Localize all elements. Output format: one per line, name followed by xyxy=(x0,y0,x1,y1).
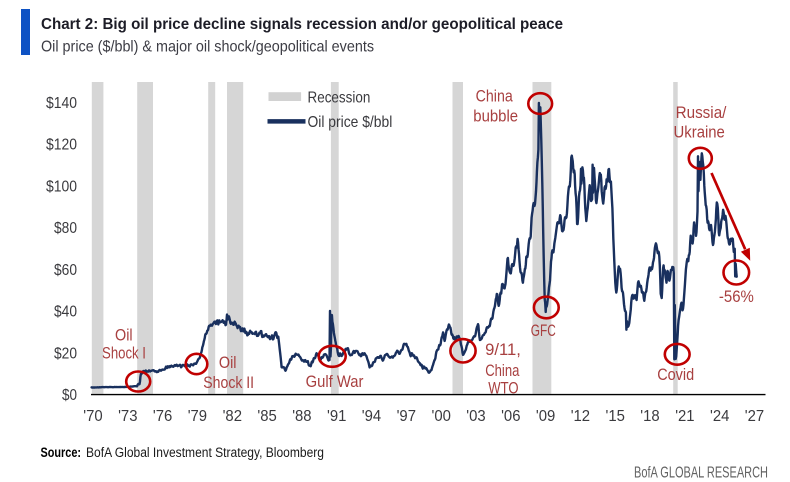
svg-text:Gulf War: Gulf War xyxy=(306,372,364,391)
svg-text:Ukraine: Ukraine xyxy=(674,122,725,141)
svg-text:'94: '94 xyxy=(362,408,381,425)
svg-text:'18: '18 xyxy=(640,408,659,425)
svg-text:'24: '24 xyxy=(710,408,729,425)
svg-text:Russia/: Russia/ xyxy=(676,103,727,122)
svg-text:$0: $0 xyxy=(62,387,77,404)
svg-text:'12: '12 xyxy=(571,408,590,425)
svg-text:-56%: -56% xyxy=(719,287,754,306)
svg-text:'79: '79 xyxy=(188,408,207,425)
svg-text:$20: $20 xyxy=(54,345,77,362)
svg-text:Recession: Recession xyxy=(308,89,371,106)
svg-text:$60: $60 xyxy=(54,262,77,279)
svg-text:'00: '00 xyxy=(432,408,451,425)
svg-text:$80: $80 xyxy=(54,220,77,237)
svg-text:'73: '73 xyxy=(118,408,137,425)
svg-text:Oil: Oil xyxy=(115,326,133,345)
svg-text:China: China xyxy=(485,361,520,380)
svg-text:Covid: Covid xyxy=(657,365,694,384)
svg-text:'70: '70 xyxy=(83,408,102,425)
svg-text:Chart 2: Big oil price decline: Chart 2: Big oil price decline signals r… xyxy=(41,16,563,33)
svg-text:9/11,: 9/11, xyxy=(485,340,521,359)
svg-text:'06: '06 xyxy=(501,408,520,425)
svg-text:'09: '09 xyxy=(536,408,555,425)
svg-text:Source:BofA Global Investment: Source: BofA Global Investment Strategy, … xyxy=(41,445,325,460)
svg-text:$140: $140 xyxy=(46,95,77,112)
svg-text:'88: '88 xyxy=(292,408,311,425)
svg-text:'03: '03 xyxy=(466,408,485,425)
svg-text:'76: '76 xyxy=(153,408,172,425)
svg-text:'15: '15 xyxy=(606,408,625,425)
svg-text:$100: $100 xyxy=(46,178,77,195)
svg-text:Shock I: Shock I xyxy=(102,344,146,363)
svg-text:BofA GLOBAL RESEARCH: BofA GLOBAL RESEARCH xyxy=(634,464,768,481)
svg-text:'85: '85 xyxy=(257,408,276,425)
svg-text:'82: '82 xyxy=(223,408,242,425)
svg-text:'91: '91 xyxy=(327,408,346,425)
svg-text:$40: $40 xyxy=(54,304,77,321)
svg-text:Shock II: Shock II xyxy=(203,373,254,392)
svg-text:GFC: GFC xyxy=(531,321,556,340)
svg-text:China: China xyxy=(476,87,514,106)
svg-text:Oil price $/bbl: Oil price $/bbl xyxy=(308,114,393,131)
svg-text:'27: '27 xyxy=(745,408,764,425)
svg-text:WTO: WTO xyxy=(488,379,518,398)
svg-text:$120: $120 xyxy=(46,137,77,154)
svg-text:bubble: bubble xyxy=(473,107,518,126)
svg-text:Oil: Oil xyxy=(219,353,237,372)
svg-text:'97: '97 xyxy=(397,408,416,425)
svg-text:'21: '21 xyxy=(675,408,694,425)
svg-text:Oil price ($/bbl) & major oil: Oil price ($/bbl) & major oil shock/geop… xyxy=(41,39,374,56)
